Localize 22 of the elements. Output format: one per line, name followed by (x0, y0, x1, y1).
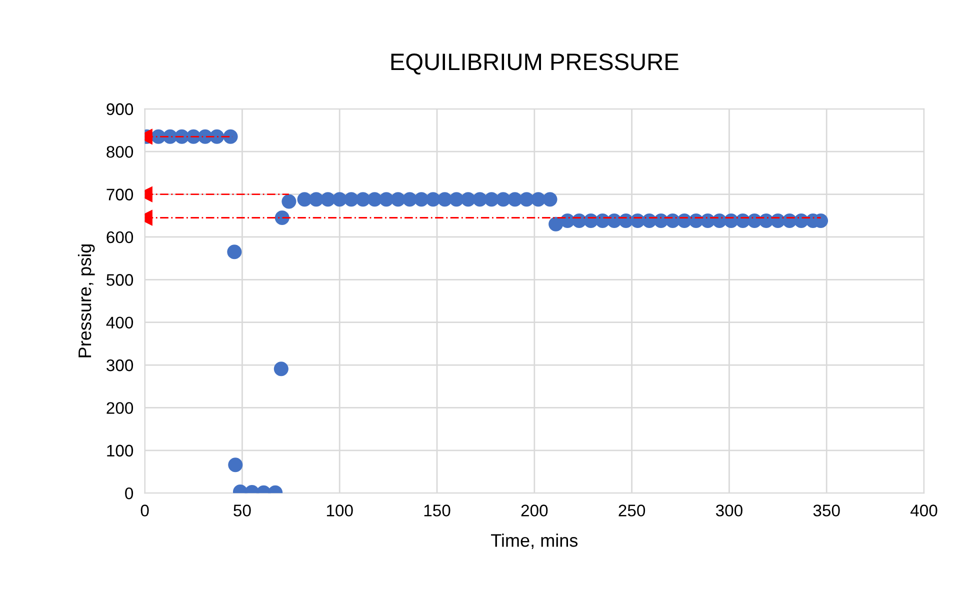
x-tick-label: 350 (813, 504, 840, 516)
chart-title: EQUILIBRIUM PRESSURE (391, 54, 678, 74)
y-tick-label: 500 (106, 274, 134, 286)
y-tick-label: 900 (106, 103, 134, 116)
y-tick-label: 700 (106, 188, 134, 200)
x-tick-label: 100 (326, 504, 353, 516)
y-axis-title: Pressure, psig (78, 244, 95, 358)
y-tick-label: 800 (106, 146, 134, 158)
y-tick-label: 400 (106, 316, 134, 329)
y-tick-label: 0 (125, 487, 134, 500)
x-tick-label: 300 (716, 504, 742, 516)
x-tick-label: 50 (234, 504, 251, 516)
x-tick-label: 150 (424, 504, 450, 516)
y-tick-label: 100 (107, 444, 134, 457)
x-tick-label: 400 (910, 504, 938, 516)
x-tick-label: 200 (521, 504, 548, 516)
x-axis-title: Time, mins (491, 534, 578, 550)
y-tick-label: 200 (106, 402, 134, 414)
x-tick-label: 250 (618, 504, 646, 516)
y-tick-label: 600 (106, 231, 134, 244)
y-tick-label: 300 (106, 359, 134, 372)
x-tick-label: 0 (140, 504, 149, 516)
